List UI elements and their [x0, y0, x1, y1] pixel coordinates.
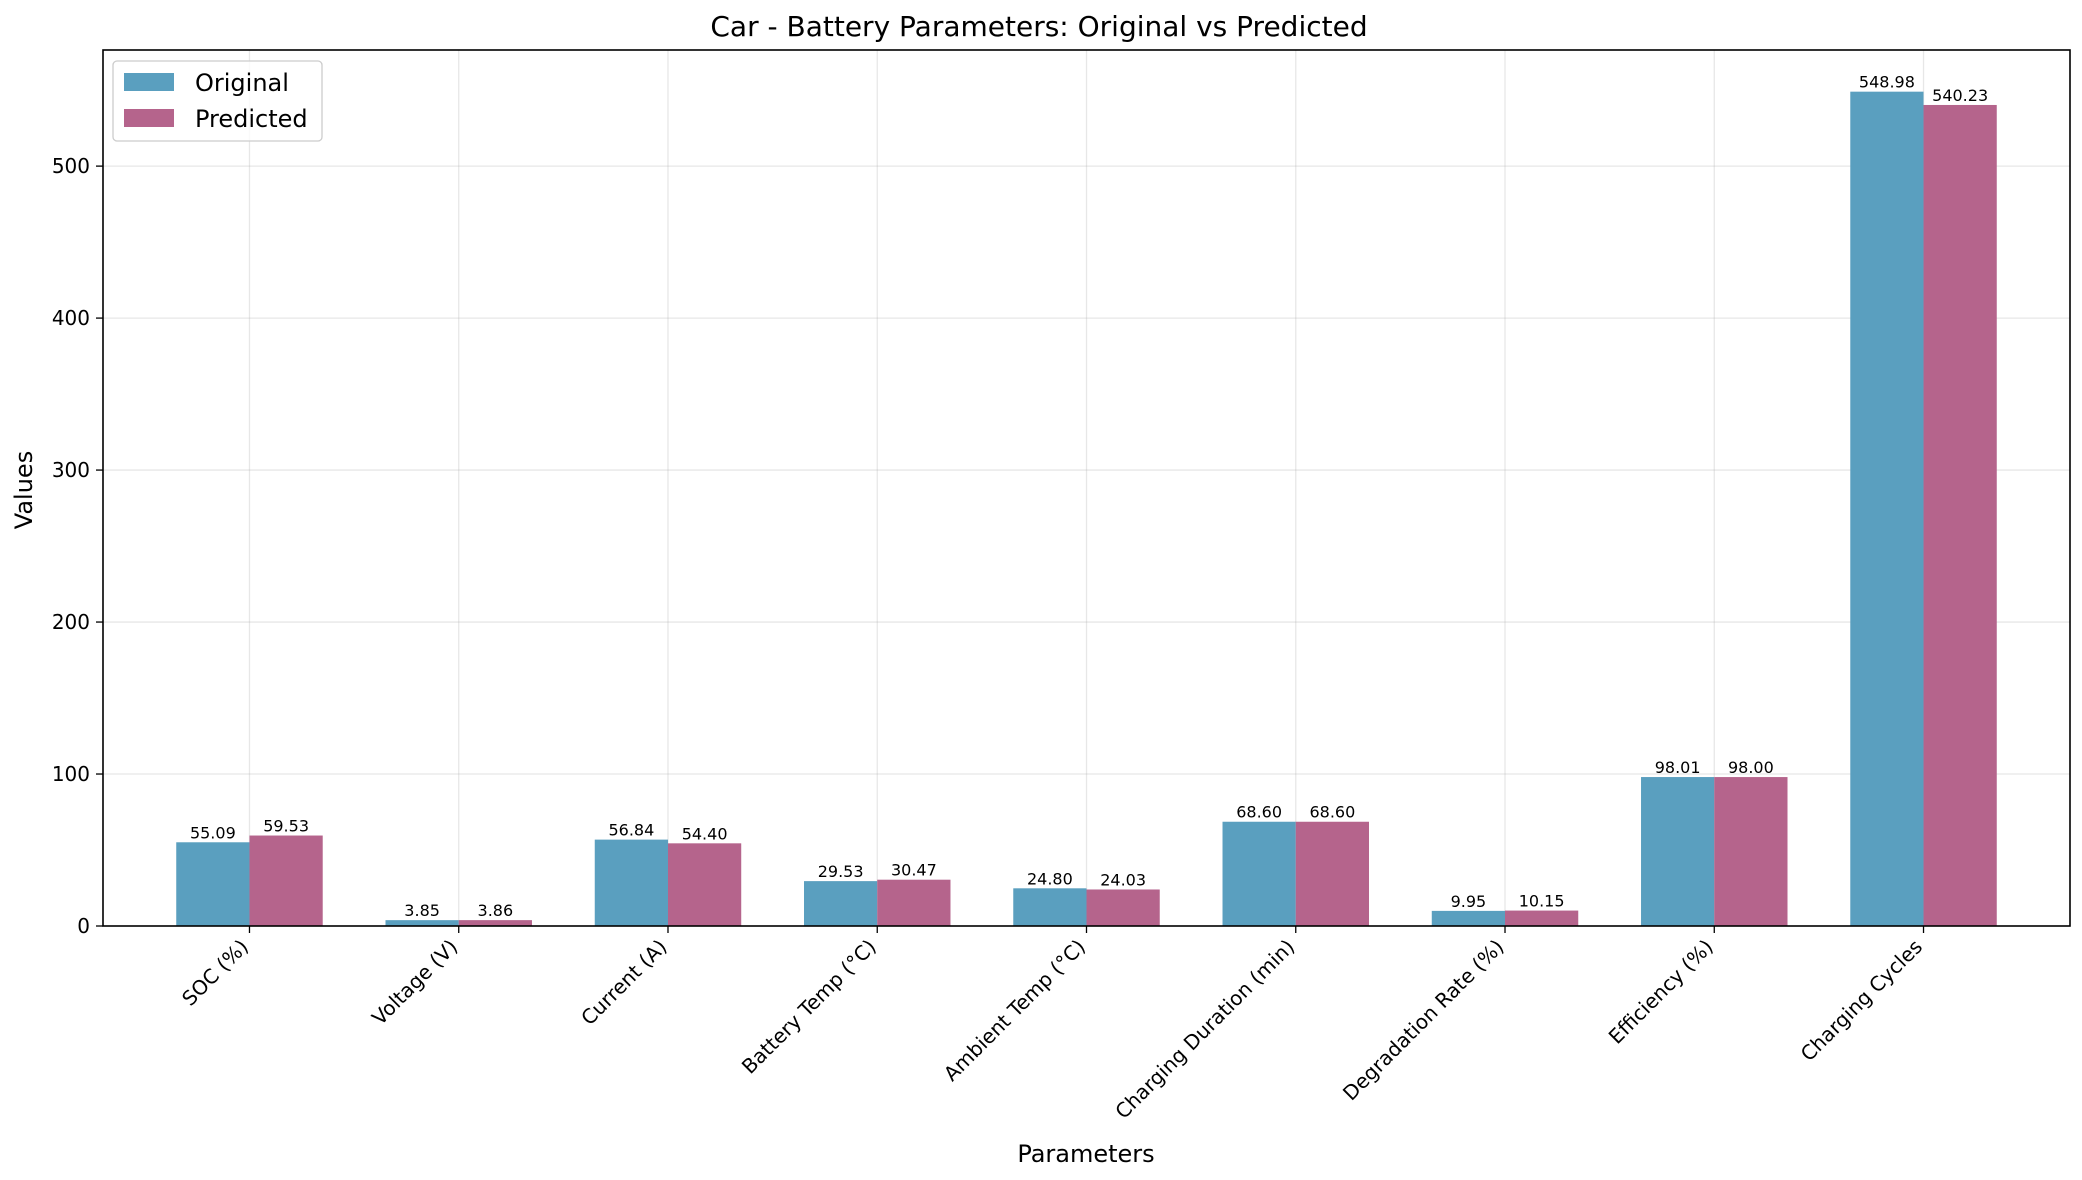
x-tick-label: Charging Duration (min) — [1110, 935, 1299, 1124]
y-tick-label: 200 — [52, 610, 90, 634]
bar-original — [594, 839, 668, 926]
bar-original — [1641, 777, 1715, 926]
legend-swatch-original — [124, 73, 174, 91]
data-label: 540.23 — [1932, 86, 1988, 105]
bar-original — [1222, 821, 1296, 926]
data-label: 54.40 — [682, 824, 728, 843]
y-tick-label: 400 — [52, 306, 90, 330]
bars — [176, 91, 1997, 927]
data-labels: 55.09 3.85 56.84 29.53 24.80 68.60 9.95 98.01 54… — [190, 73, 1988, 920]
bar-predicted — [1295, 821, 1369, 926]
y-tick-label: 500 — [52, 154, 90, 178]
data-label: 98.00 — [1728, 758, 1774, 777]
data-label: 24.03 — [1100, 870, 1146, 889]
x-tick-label: Degradation Rate (%) — [1338, 935, 1509, 1106]
x-tick-label: Current (A) — [576, 935, 671, 1030]
y-tick-label: 0 — [77, 914, 90, 938]
bar-predicted — [458, 920, 532, 926]
data-label: 30.47 — [891, 861, 937, 880]
x-axis-label: Parameters — [1017, 1140, 1154, 1168]
x-tick-label: Battery Temp (°C) — [737, 935, 881, 1079]
data-label: 55.09 — [190, 823, 236, 842]
bar-predicted — [877, 879, 951, 926]
bar-predicted — [1505, 910, 1579, 926]
y-axis-label: Values — [10, 451, 38, 529]
y-axis: 0 100 200 300 400 500 — [52, 154, 103, 938]
data-label: 98.01 — [1655, 758, 1701, 777]
data-label: 10.15 — [1519, 892, 1565, 911]
x-tick-label: Ambient Temp (°C) — [939, 935, 1090, 1086]
bar-predicted — [1923, 104, 1997, 927]
data-label: 56.84 — [608, 821, 654, 840]
bar-original — [176, 842, 250, 926]
x-tick-label: Efficiency (%) — [1604, 935, 1718, 1049]
bar-original — [1431, 910, 1506, 926]
bar-original — [804, 881, 878, 926]
x-tick-label: Voltage (V) — [367, 935, 462, 1030]
bar-original — [1013, 888, 1087, 926]
bar-predicted — [1714, 777, 1788, 926]
chart-title: Car - Battery Parameters: Original vs Pr… — [710, 10, 1367, 43]
x-axis: SOC (%) Voltage (V) Current (A) Battery Tem… — [177, 926, 1927, 1124]
data-label: 3.86 — [478, 901, 514, 920]
data-label: 68.60 — [1309, 803, 1355, 822]
data-label: 68.60 — [1236, 803, 1282, 822]
data-label: 548.98 — [1859, 73, 1915, 92]
legend-label-predicted: Predicted — [195, 105, 308, 133]
data-label: 9.95 — [1451, 892, 1487, 911]
bar-predicted — [1086, 889, 1160, 926]
legend-swatch-predicted — [124, 109, 174, 127]
legend-label-original: Original — [195, 69, 289, 97]
y-tick-label: 300 — [52, 458, 90, 482]
x-tick-label: Charging Cycles — [1796, 935, 1927, 1066]
data-label: 3.85 — [404, 901, 440, 920]
data-label: 59.53 — [263, 817, 309, 836]
x-tick-label: SOC (%) — [177, 935, 253, 1011]
bar-original — [1850, 91, 1924, 927]
bar-original — [385, 920, 459, 926]
legend: Original Predicted — [112, 60, 323, 142]
data-label: 24.80 — [1027, 869, 1073, 888]
data-label: 29.53 — [818, 862, 864, 881]
bar-predicted — [249, 835, 323, 926]
bar-predicted — [667, 843, 742, 926]
y-tick-label: 100 — [52, 762, 90, 786]
